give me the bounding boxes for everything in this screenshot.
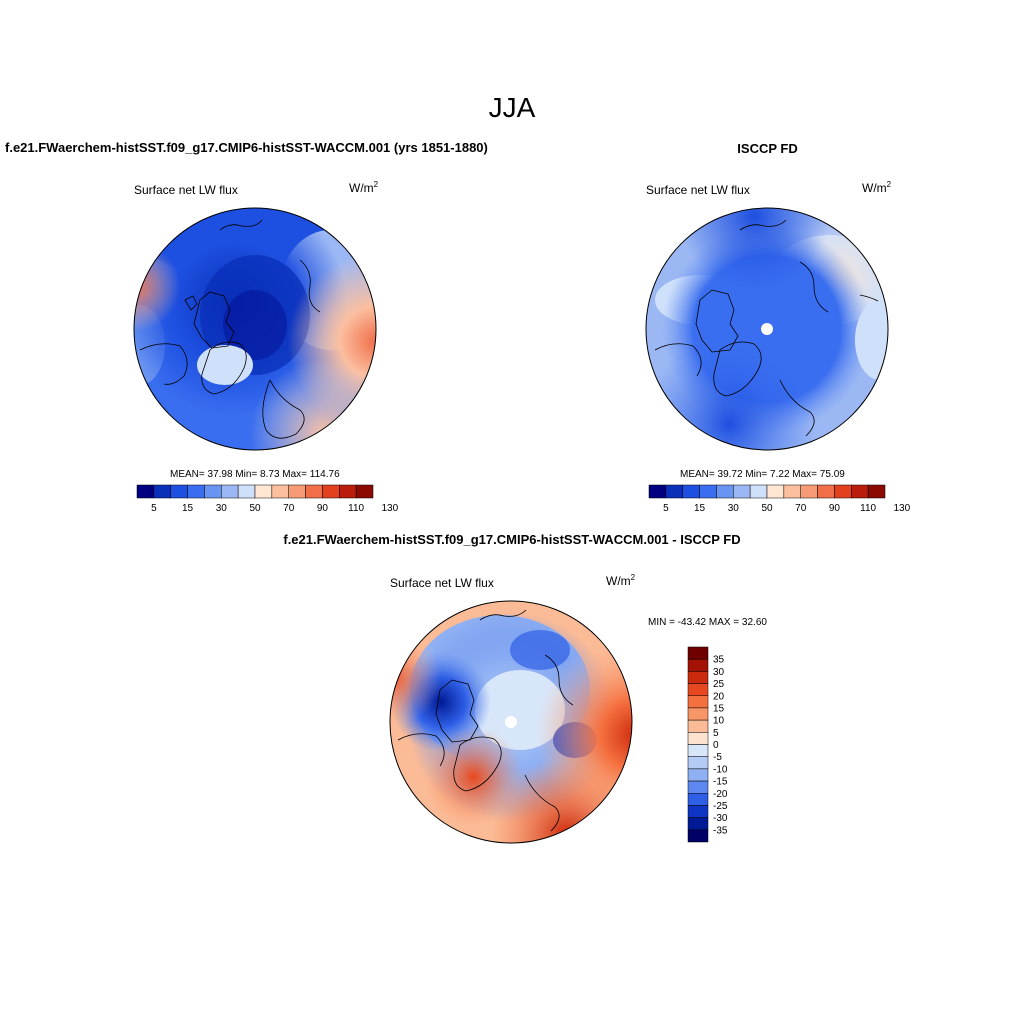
colorbar-swatch: [687, 658, 709, 672]
panel-1-title: f.e21.FWaerchem-histSST.f09_g17.CMIP6-hi…: [5, 140, 488, 155]
panel-3-title: f.e21.FWaerchem-histSST.f09_g17.CMIP6-hi…: [283, 532, 741, 547]
colorbar-swatch: [687, 756, 709, 770]
colorbar-tick-label: 15: [694, 503, 706, 514]
panel-1-map: [133, 207, 377, 451]
colorbar-swatch: [687, 732, 709, 745]
colorbar-swatch: [687, 719, 709, 733]
colorbar-tick-label: 25: [713, 679, 725, 690]
colorbar-tick-label: 110: [348, 503, 364, 514]
colorbar-swatch: [271, 484, 289, 499]
colorbar-swatch: [288, 484, 306, 499]
colorbar-tick-label: 130: [894, 503, 911, 514]
panel-1-colorbar: 5 15 30 50 70 90 110 130: [136, 484, 399, 514]
colorbar-swatch: [834, 484, 852, 499]
colorbar-tick-label: 90: [317, 503, 329, 514]
colorbar-swatch: [687, 671, 709, 684]
colorbar-tick-label: 110: [860, 503, 876, 514]
colorbar-swatch: [687, 829, 709, 843]
colorbar-swatch: [783, 484, 801, 499]
colorbar-tick-label: 70: [795, 503, 807, 514]
colorbar-tick-label: -10: [713, 764, 728, 775]
colorbar-swatch: [800, 484, 818, 499]
colorbar-tick-label: 5: [151, 503, 157, 514]
colorbar-swatch: [687, 780, 709, 794]
colorbar-swatch: [766, 484, 785, 499]
colorbar-tick-label: 35: [713, 655, 725, 666]
colorbar-tick-label: -15: [713, 777, 728, 788]
colorbar-tick-label: 15: [713, 703, 725, 714]
colorbar-tick-label: 5: [663, 503, 669, 514]
panel-2-stats: MEAN= 39.72 Min= 7.22 Max= 75.09: [680, 469, 845, 480]
colorbar-tick-label: -25: [713, 801, 728, 812]
panel-1-stats: MEAN= 37.98 Min= 8.73 Max= 114.76: [170, 469, 340, 480]
colorbar-tick-label: -20: [713, 789, 728, 800]
colorbar-swatch: [322, 484, 340, 499]
panel-2-units-label: W/m2: [862, 180, 892, 195]
colorbar-tick-label: 10: [713, 716, 725, 727]
panel-3-pole-hole: [505, 716, 517, 728]
colorbar-swatch: [687, 695, 709, 709]
colorbar-swatch: [716, 484, 734, 499]
colorbar-swatch: [687, 805, 709, 818]
colorbar-swatch: [339, 484, 357, 499]
colorbar-swatch: [187, 484, 205, 499]
colorbar-swatch: [682, 484, 700, 499]
panel-3-map: [389, 600, 633, 844]
panel-2-title: ISCCP FD: [737, 141, 798, 156]
panel-2-map: [645, 207, 889, 451]
colorbar-swatch: [665, 484, 683, 499]
colorbar-tick-label: 50: [249, 503, 261, 514]
panel-1-variable-label: Surface net LW flux: [134, 183, 238, 197]
colorbar-swatch: [687, 646, 709, 660]
colorbar-tick-label: 30: [728, 503, 740, 514]
panel-1-units-label: W/m2: [349, 180, 379, 195]
colorbar-swatch: [355, 484, 374, 499]
colorbar-swatch: [851, 484, 869, 499]
colorbar-tick-label: 70: [283, 503, 295, 514]
colorbar-swatch: [170, 484, 188, 499]
colorbar-tick-label: 20: [713, 691, 725, 702]
colorbar-swatch: [136, 484, 155, 499]
colorbar-tick-label: 30: [713, 667, 725, 678]
colorbar-swatch: [687, 744, 709, 757]
colorbar-swatch: [687, 707, 709, 721]
colorbar-swatch: [648, 484, 667, 499]
colorbar-tick-label: 50: [761, 503, 773, 514]
colorbar-swatch: [254, 484, 273, 499]
colorbar-swatch: [204, 484, 222, 499]
colorbar-swatch: [817, 484, 835, 499]
colorbar-tick-label: 15: [182, 503, 194, 514]
colorbar-swatch: [687, 768, 709, 782]
colorbar-swatch: [687, 683, 709, 696]
colorbar-tick-label: -35: [713, 825, 728, 836]
colorbar-swatch: [749, 484, 768, 499]
colorbar-tick-label: 90: [829, 503, 841, 514]
colorbar-swatch: [687, 793, 709, 806]
panel-2-pole-hole: [761, 323, 773, 335]
panel-3-units-label: W/m2: [606, 573, 636, 588]
figure-title: JJA: [488, 92, 536, 123]
colorbar-tick-label: 130: [382, 503, 399, 514]
colorbar-tick-label: 5: [713, 728, 719, 739]
panel-2-colorbar: 5 15 30 50 70 90 110 130: [648, 484, 911, 514]
colorbar-tick-label: 30: [216, 503, 228, 514]
colorbar-tick-label: -5: [713, 752, 722, 763]
colorbar-swatch: [699, 484, 717, 499]
colorbar-swatch: [867, 484, 886, 499]
colorbar-swatch: [153, 484, 171, 499]
colorbar-tick-label: -30: [713, 813, 728, 824]
colorbar-swatch: [305, 484, 323, 499]
colorbar-swatch: [221, 484, 239, 499]
colorbar-swatch: [687, 817, 709, 831]
panel-3-variable-label: Surface net LW flux: [390, 576, 494, 590]
panel-2-variable-label: Surface net LW flux: [646, 183, 750, 197]
panel-3-stats: MIN = -43.42 MAX = 32.60: [648, 617, 767, 628]
colorbar-tick-label: 0: [713, 740, 719, 751]
colorbar-swatch: [733, 484, 751, 499]
colorbar-swatch: [237, 484, 256, 499]
